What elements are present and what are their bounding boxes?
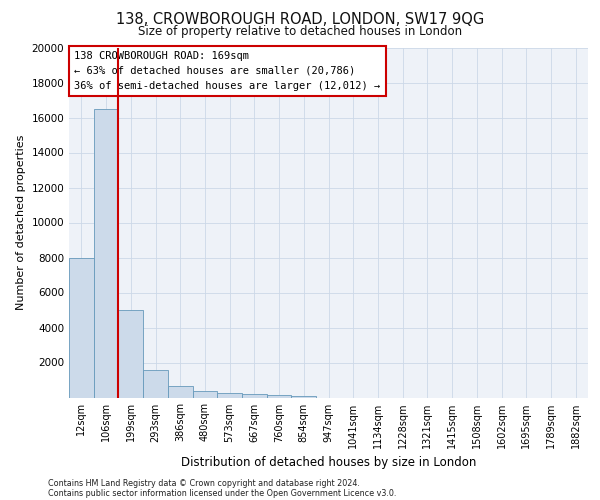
Text: 138 CROWBOROUGH ROAD: 169sqm
← 63% of detached houses are smaller (20,786)
36% o: 138 CROWBOROUGH ROAD: 169sqm ← 63% of de… bbox=[74, 51, 380, 90]
Bar bbox=[193, 391, 217, 398]
Text: Size of property relative to detached houses in London: Size of property relative to detached ho… bbox=[138, 25, 462, 38]
Bar bbox=[217, 394, 242, 398]
Bar bbox=[242, 394, 267, 398]
Text: 138, CROWBOROUGH ROAD, LONDON, SW17 9QG: 138, CROWBOROUGH ROAD, LONDON, SW17 9QG bbox=[116, 12, 484, 28]
X-axis label: Distribution of detached houses by size in London: Distribution of detached houses by size … bbox=[181, 456, 476, 469]
Bar bbox=[267, 395, 292, 398]
Bar bbox=[143, 370, 168, 398]
Text: Contains HM Land Registry data © Crown copyright and database right 2024.: Contains HM Land Registry data © Crown c… bbox=[48, 478, 360, 488]
Bar bbox=[292, 396, 316, 398]
Text: Contains public sector information licensed under the Open Government Licence v3: Contains public sector information licen… bbox=[48, 488, 397, 498]
Bar bbox=[94, 109, 118, 398]
Bar bbox=[69, 258, 94, 398]
Bar bbox=[118, 310, 143, 398]
Bar bbox=[168, 386, 193, 398]
Y-axis label: Number of detached properties: Number of detached properties bbox=[16, 135, 26, 310]
